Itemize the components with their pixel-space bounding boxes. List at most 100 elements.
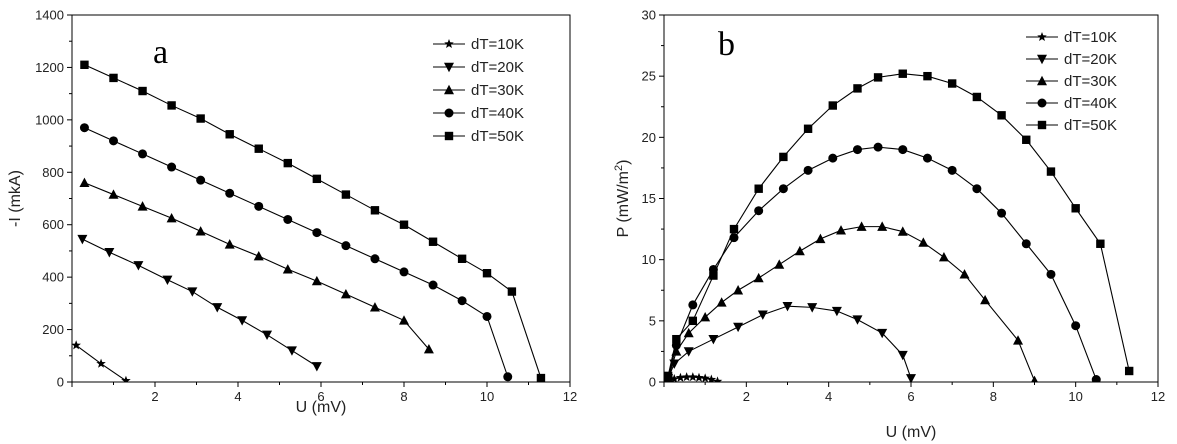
data-point — [938, 252, 949, 262]
legend-entry: dT=50K — [433, 128, 524, 145]
data-point — [72, 340, 81, 350]
data-point — [807, 303, 818, 313]
legend-marker — [444, 108, 454, 118]
chart-panel-b: b 2 4 6 8 10 12 0 5 10 15 20 25 30 U (mV) P (mW/m2) dT=… — [613, 8, 1165, 442]
data-point — [286, 346, 297, 356]
data-point — [1046, 167, 1056, 176]
data-point — [716, 297, 727, 307]
legend: dT=10K dT=20K dT=30K dT=40K dT=50K — [1026, 29, 1117, 134]
data-point — [700, 311, 711, 322]
data-point — [1124, 366, 1134, 376]
y-tick-label: 5 — [649, 313, 656, 328]
y-tick-label: 400 — [42, 270, 64, 285]
data-point — [341, 241, 351, 251]
data-point — [947, 165, 957, 175]
legend-marker — [444, 39, 454, 49]
legend-entry: dT=40K — [433, 105, 524, 122]
data-point — [283, 158, 292, 168]
data-point — [794, 245, 805, 256]
legend-entry: dT=40K — [1026, 95, 1117, 112]
series-dt20k — [664, 301, 916, 382]
legend-label: dT=10K — [471, 36, 524, 53]
data-point — [399, 267, 409, 277]
data-point — [195, 226, 206, 236]
data-point — [138, 86, 147, 96]
data-point — [753, 272, 764, 283]
data-point — [121, 375, 131, 382]
data-point — [754, 184, 763, 193]
data-point — [972, 184, 982, 194]
data-point — [96, 358, 106, 368]
data-point — [709, 271, 718, 280]
data-point — [898, 145, 908, 155]
data-point — [754, 206, 764, 216]
data-point — [733, 285, 744, 295]
data-point — [683, 347, 694, 357]
data-point — [852, 145, 862, 155]
x-tick-label: 8 — [990, 389, 997, 404]
data-point — [997, 111, 1006, 120]
data-point — [947, 79, 957, 88]
data-point — [482, 269, 492, 278]
data-point — [1013, 335, 1024, 345]
data-point — [828, 101, 837, 110]
series-line — [667, 226, 1036, 381]
y-tick-label: 10 — [642, 252, 656, 267]
x-tick-label: 2 — [743, 389, 750, 404]
panel-label-b: b — [718, 26, 735, 63]
data-point — [1021, 239, 1031, 249]
y-tick-label: 1200 — [35, 60, 64, 75]
data-point — [457, 254, 467, 263]
legend-entry: dT=10K — [433, 36, 524, 53]
data-point — [167, 162, 177, 172]
data-point — [815, 233, 826, 244]
x-tick-label: 10 — [480, 389, 494, 404]
data-point — [803, 124, 813, 133]
data-point — [681, 372, 692, 382]
data-point — [831, 306, 842, 317]
series-dt50k — [80, 60, 546, 382]
data-point — [162, 275, 173, 285]
data-point — [1071, 321, 1081, 331]
panel-label-a: a — [153, 34, 168, 71]
data-point — [167, 101, 176, 110]
data-point — [664, 371, 673, 381]
data-point — [109, 73, 118, 83]
y-tick-label: 0 — [649, 375, 656, 390]
y-tick-label: 30 — [642, 8, 656, 23]
data-point — [959, 269, 970, 279]
legend-label: dT=40K — [1064, 95, 1117, 112]
data-point — [369, 302, 380, 312]
data-point — [852, 315, 863, 325]
data-point — [507, 287, 517, 296]
data-point — [225, 130, 234, 139]
x-tick-label: 4 — [234, 389, 241, 404]
data-point — [108, 189, 119, 199]
chart-panel-a: a 2 4 6 8 10 12 0 200 400 600 800 1000 1200 1400 U (mV… — [7, 8, 577, 417]
data-point — [187, 287, 198, 297]
legend-label: dT=20K — [1064, 51, 1117, 68]
data-point — [918, 237, 929, 247]
data-point — [897, 226, 908, 236]
data-point — [708, 334, 719, 345]
data-point — [980, 294, 991, 305]
data-point — [312, 174, 322, 184]
data-point — [137, 201, 148, 211]
data-point — [225, 188, 235, 198]
data-point — [423, 344, 434, 354]
data-point — [79, 177, 90, 187]
data-point — [1046, 269, 1056, 279]
data-point — [503, 372, 513, 382]
data-point — [856, 221, 867, 231]
data-point — [1022, 135, 1031, 144]
y-tick-label: 0 — [57, 375, 64, 390]
data-point — [133, 261, 144, 271]
y-tick-label: 15 — [642, 191, 656, 206]
y-tick-label: 25 — [642, 69, 656, 84]
data-point — [923, 71, 932, 81]
data-point — [877, 221, 888, 231]
y-tick-label: 20 — [642, 130, 656, 145]
data-point — [77, 234, 88, 245]
data-point — [399, 220, 409, 229]
series-dt30k — [664, 221, 1038, 382]
